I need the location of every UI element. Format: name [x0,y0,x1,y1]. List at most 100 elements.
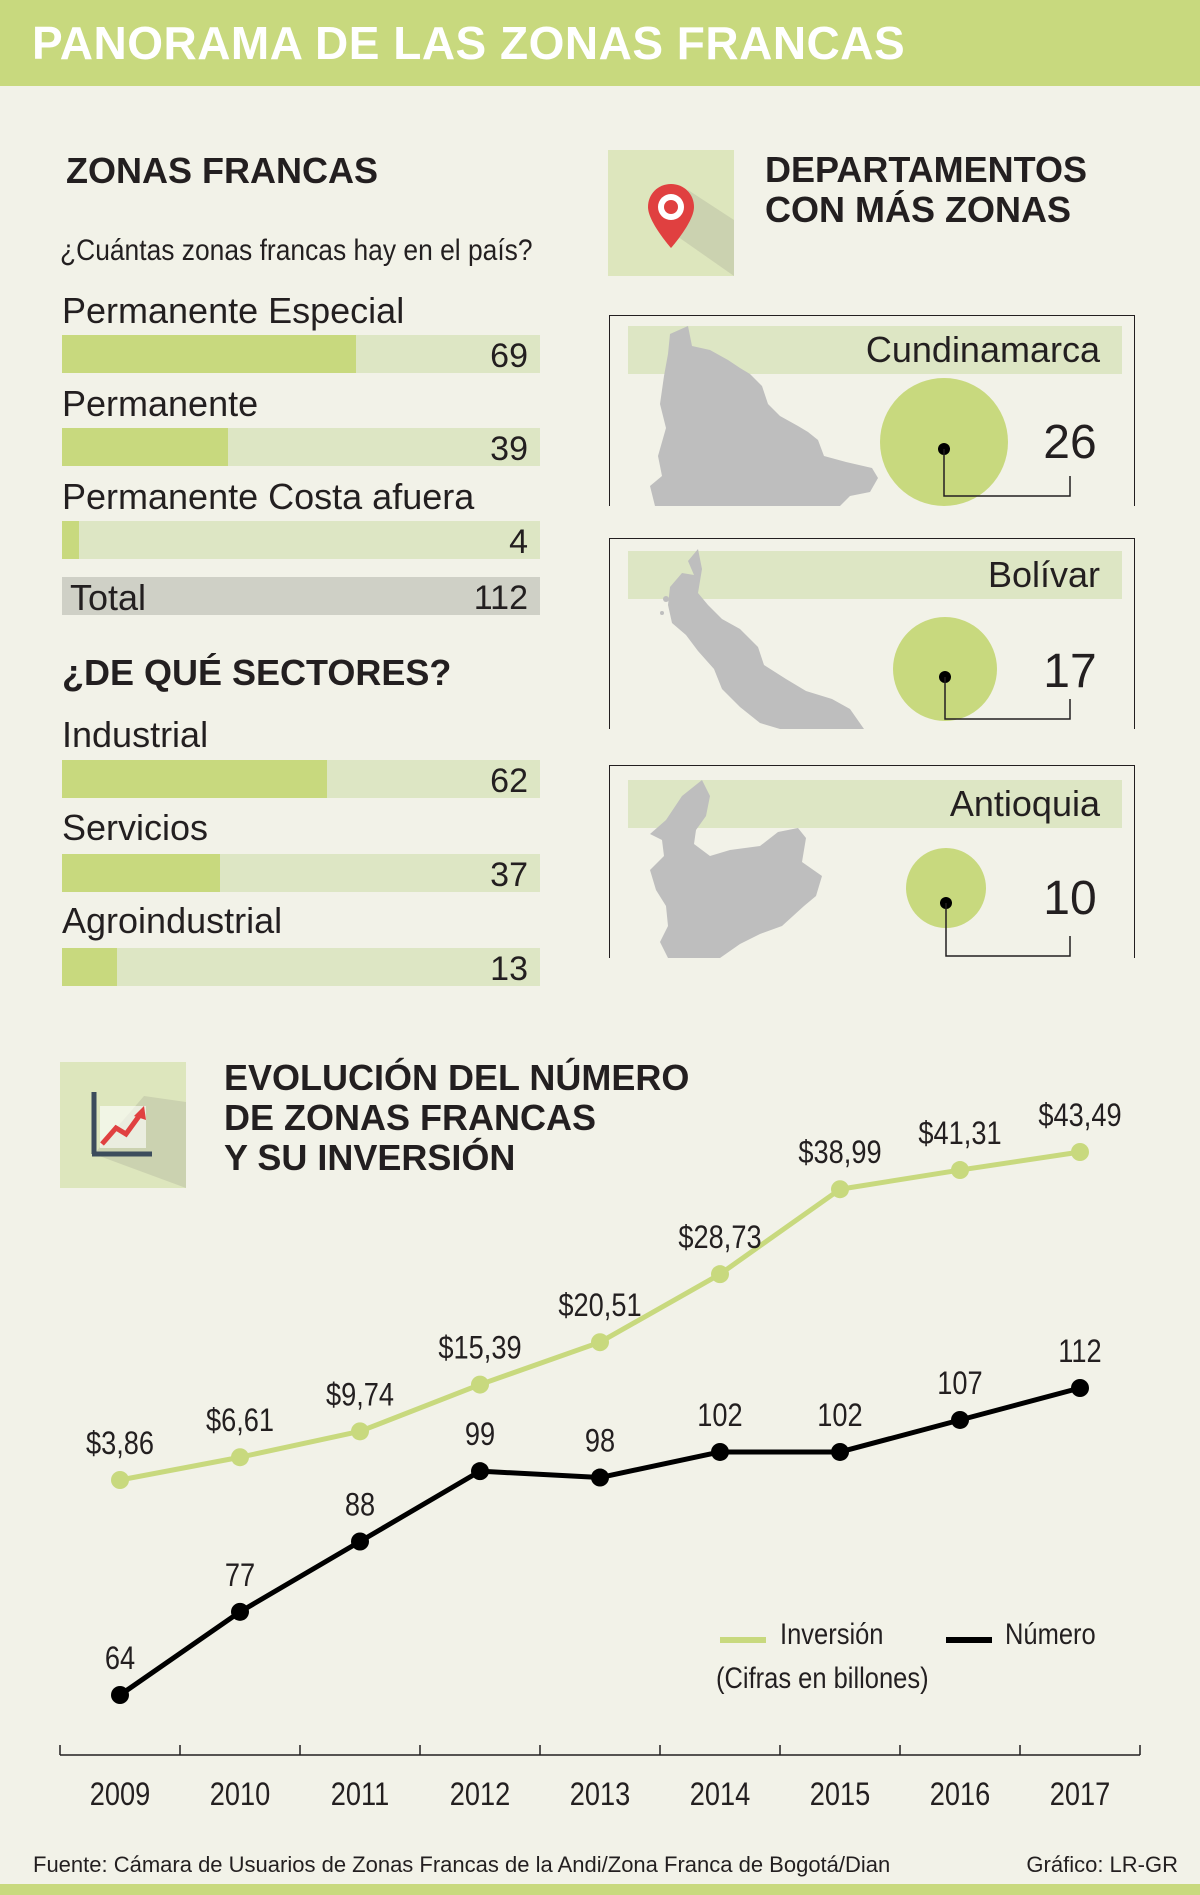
bar-label-costa-afuera: Permanente Costa afuera [62,476,475,517]
total-row: Total 112 [62,577,540,618]
dept-value: 10 [1043,872,1096,925]
x-tick-label: 2009 [90,1777,150,1813]
x-tick-label: 2013 [570,1777,630,1813]
investment-data-label: $6,61 [206,1403,274,1439]
x-tick-label: 2012 [450,1777,510,1813]
dept-band: Antioquia [628,780,1122,828]
number-point [1071,1379,1089,1397]
dept-panel-bolivar: Bolívar 17 [609,538,1135,729]
page-title: PANORAMA DE LAS ZONAS FRANCAS [32,17,906,69]
bar-fill [62,521,79,559]
bar-label-servicios: Servicios [62,807,209,848]
number-point [831,1442,849,1461]
departamentos-title: DEPARTAMENTOS CON MÁS ZONAS [765,150,1087,230]
bar-track-industrial: 62 [62,760,540,800]
legend-number: Número [1005,1618,1096,1651]
investment-point [351,1422,369,1441]
dept-name: Antioquia [949,783,1100,824]
header-banner: PANORAMA DE LAS ZONAS FRANCAS [0,0,1200,86]
antioquia-map: 10 [650,780,1097,958]
total-label: Total [70,577,147,618]
evolucion-title-line2: DE ZONAS FRANCAS [224,1097,597,1138]
bar-value: 4 [509,523,528,561]
dept-panel-antioquia: Antioquia 10 [609,765,1135,958]
investment-point [831,1180,849,1199]
number-data-label: 99 [465,1417,495,1453]
investment-point [471,1375,489,1394]
x-tick-label: 2010 [210,1777,270,1813]
number-point [111,1686,129,1704]
zonas-question: ¿Cuántas zonas francas hay en el país? [60,234,533,267]
number-data-label: 112 [1058,1334,1101,1370]
line-chart: 2009 2010 2011 2012 2013 2014 2015 2016 2017 $3,8… [59,1098,1141,1813]
bar-value: 69 [490,337,528,375]
trend-chart-icon [91,1092,186,1188]
number-point [471,1462,489,1481]
legend-investment-note: (Cifras en billones) [716,1662,929,1695]
dept-name: Cundinamarca [865,329,1100,370]
footer-credit: Gráfico: LR-GR [1026,1852,1178,1877]
dept-name: Bolívar [987,554,1100,595]
bar-label-agroindustrial: Agroindustrial [62,900,283,941]
investment-point [231,1448,249,1467]
number-data-label: 102 [697,1398,742,1434]
investment-data-label: $3,86 [86,1426,154,1462]
investment-data-label: $15,39 [438,1331,521,1367]
x-tick-label: 2017 [1050,1777,1110,1813]
total-value: 112 [473,579,528,617]
bar-value: 37 [490,856,528,894]
bar-label-industrial: Industrial [62,714,209,755]
number-point [951,1410,969,1429]
footer-bar [0,1884,1200,1895]
investment-data-label: $43,49 [1038,1098,1121,1134]
investment-point [111,1471,129,1489]
x-tick-label: 2014 [690,1777,750,1813]
evolucion-title-line1: EVOLUCIÓN DEL NÚMERO [224,1057,690,1098]
map-pin-icon-box [608,150,734,276]
bar-track-costa-afuera: 4 [62,521,540,561]
bar-value: 39 [490,430,528,468]
investment-data-label: $28,73 [678,1220,761,1256]
number-data-label: 107 [937,1366,982,1402]
number-data-label: 102 [817,1398,862,1434]
bar-track-servicios: 37 [62,854,540,894]
number-point [711,1442,729,1461]
number-point [351,1532,369,1551]
bar-label-permanente: Permanente [62,383,259,424]
number-data-label: 64 [105,1641,135,1677]
departamentos-title-line1: DEPARTAMENTOS [765,149,1088,190]
sectores-section-title: ¿DE QUÉ SECTORES? [62,652,452,693]
x-tick-label: 2011 [331,1777,389,1813]
x-tick-label: 2016 [930,1777,990,1813]
investment-point [591,1333,609,1352]
bar-fill [62,854,220,892]
evolucion-title-line3: Y SU INVERSIÓN [224,1137,516,1178]
chart-legend [720,1637,992,1643]
evolucion-title: EVOLUCIÓN DEL NÚMERO DE ZONAS FRANCAS Y … [224,1058,689,1178]
x-tick-label: 2015 [810,1777,870,1813]
dept-value: 26 [1043,416,1096,469]
bar-track-agroindustrial: 13 [62,948,540,988]
departamentos-title-line2: CON MÁS ZONAS [765,189,1071,230]
bar-track-permanente-especial: 69 [62,335,540,375]
bar-fill [62,948,117,986]
number-point [231,1602,249,1621]
dept-value: 17 [1043,645,1096,698]
number-data-label: 88 [345,1487,375,1523]
investment-point [1071,1143,1089,1161]
dept-band: Bolívar [628,551,1122,599]
bar-fill [62,760,327,798]
bolivar-map: 17 [660,549,1097,729]
legend-investment: Inversión [780,1618,884,1651]
dept-panel-cundinamarca: Cundinamarca 26 [609,315,1135,506]
number-point [591,1468,609,1487]
investment-data-label: $20,51 [558,1288,641,1324]
bar-fill [62,335,356,373]
bar-track-permanente: 39 [62,428,540,468]
investment-data-label: $38,99 [798,1135,881,1171]
investment-point [951,1161,969,1180]
number-data-label: 77 [225,1558,255,1594]
trend-chart-icon-box [60,1062,186,1188]
investment-data-label: $41,31 [918,1116,1001,1152]
number-data-label: 98 [585,1424,615,1460]
